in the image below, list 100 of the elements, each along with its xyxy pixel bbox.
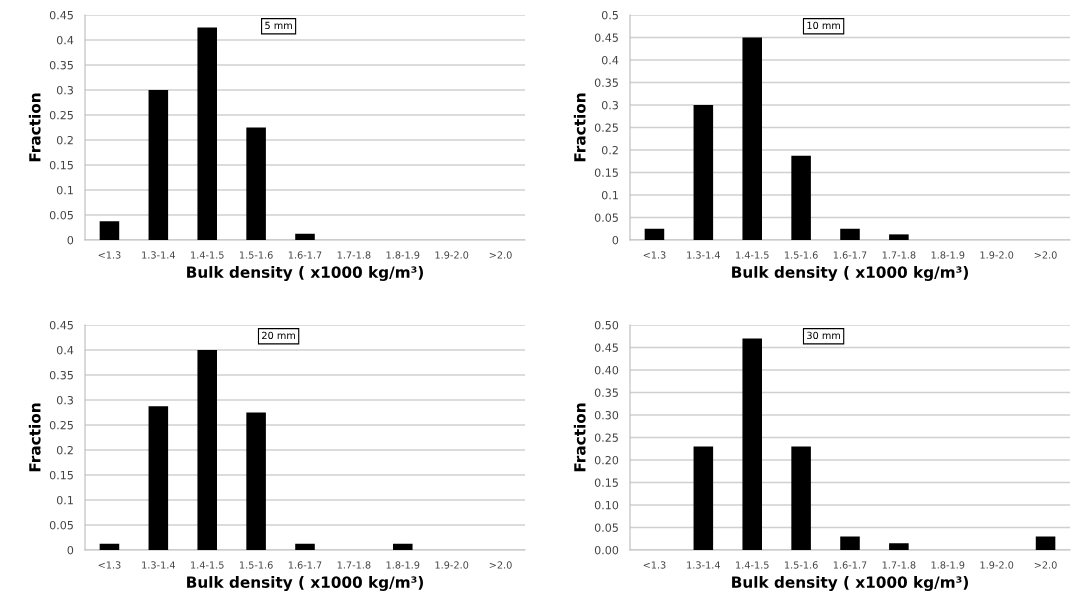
- x-tick-label: 1.7-1.8: [882, 561, 916, 569]
- x-tick-label: 1.8-1.9: [931, 251, 965, 259]
- y-tick-label: 0.25: [594, 433, 618, 442]
- x-tick-label: 1.3-1.4: [142, 251, 175, 259]
- bar: [840, 536, 860, 550]
- x-axis-title: Bulk density ( x1000 kg/m³): [187, 266, 423, 281]
- y-tick-label: 0.2: [601, 145, 618, 155]
- y-tick-label: 0.00: [594, 545, 619, 555]
- x-axis-title: Bulk density ( x1000 kg/m³): [187, 576, 423, 591]
- annotation: 10 mm: [807, 21, 840, 30]
- y-tick-label: 0.05: [49, 210, 73, 220]
- y-axis-title: Fraction: [573, 93, 586, 162]
- x-tick-label: 1.6-1.7: [833, 561, 867, 569]
- x-tick-label: 1.3-1.4: [142, 561, 175, 569]
- x-tick-label: 1.5-1.6: [239, 561, 273, 569]
- y-tick-label: 0: [67, 545, 74, 555]
- bar: [99, 543, 120, 550]
- y-tick-label: 0.05: [594, 213, 618, 222]
- y-tick-label: 0.10: [594, 500, 619, 510]
- bar: [246, 127, 266, 240]
- bar: [889, 543, 909, 550]
- bar: [295, 543, 315, 550]
- x-tick-label: 1.8-1.9: [386, 251, 420, 259]
- x-tick-label: >2.0: [489, 251, 512, 259]
- y-tick-label: 0.45: [49, 10, 73, 20]
- x-axis-title: Bulk density ( x1000 kg/m³): [732, 576, 968, 591]
- bar: [148, 406, 169, 550]
- y-tick-label: 0.45: [49, 320, 73, 330]
- x-tick-label: 1.9-2.0: [435, 561, 469, 569]
- annotation: 20 mm: [262, 331, 295, 340]
- y-tick-label: 0.15: [594, 168, 618, 177]
- y-tick-label: 0.15: [49, 470, 73, 480]
- y-tick-label: 0.50: [594, 320, 619, 330]
- x-tick-label: 1.4-1.5: [191, 251, 224, 259]
- bar: [644, 228, 665, 240]
- x-tick-label: 1.5-1.6: [239, 251, 273, 259]
- bar: [197, 27, 217, 240]
- y-tick-label: 0.3: [56, 85, 73, 95]
- y-tick-label: 0.3: [56, 395, 73, 405]
- bar: [246, 412, 266, 550]
- x-tick-label: 1.6-1.7: [288, 251, 322, 259]
- y-tick-label: 0.1: [56, 495, 73, 505]
- x-tick-label: 1.7-1.8: [882, 251, 916, 259]
- y-tick-label: 0.4: [601, 55, 619, 65]
- x-tick-label: 1.6-1.7: [288, 561, 322, 569]
- y-tick-label: 0.40: [594, 365, 619, 375]
- y-tick-label: 0: [67, 235, 74, 245]
- bar: [840, 228, 860, 240]
- x-tick-label: >2.0: [489, 561, 512, 569]
- y-tick-label: 0.05: [49, 520, 73, 530]
- y-tick-label: 0: [612, 235, 619, 245]
- y-axis-title: Fraction: [573, 403, 586, 472]
- y-tick-label: 0.35: [49, 60, 73, 70]
- y-tick-label: 0.15: [594, 478, 618, 487]
- y-tick-label: 0.05: [594, 523, 618, 532]
- x-tick-label: 1.9-2.0: [435, 251, 469, 259]
- x-tick-label: 1.5-1.6: [784, 251, 818, 259]
- bar: [1035, 536, 1056, 550]
- x-tick-label: >2.0: [1034, 251, 1057, 259]
- bar: [889, 234, 909, 240]
- bar: [693, 105, 714, 240]
- y-tick-label: 0.1: [601, 190, 618, 200]
- bar: [742, 338, 762, 550]
- annotation: 5 mm: [265, 21, 292, 30]
- y-axis-title: Fraction: [28, 403, 41, 472]
- annotation: 30 mm: [807, 331, 840, 340]
- y-tick-label: 0.4: [56, 35, 74, 45]
- y-tick-label: 0.35: [49, 370, 73, 380]
- bar: [693, 446, 714, 550]
- x-tick-label: <1.3: [643, 561, 666, 569]
- x-tick-label: 1.7-1.8: [337, 251, 371, 259]
- x-tick-label: 1.4-1.5: [191, 561, 224, 569]
- x-tick-label: <1.3: [643, 251, 666, 259]
- bar: [742, 37, 762, 240]
- y-tick-label: 0.45: [594, 33, 618, 42]
- y-tick-label: 0.20: [594, 455, 619, 465]
- y-tick-label: 0.1: [56, 185, 73, 195]
- x-tick-label: <1.3: [98, 251, 121, 259]
- x-tick-label: 1.6-1.7: [833, 251, 867, 259]
- x-tick-label: 1.3-1.4: [687, 251, 720, 259]
- y-tick-label: 0.5: [601, 10, 618, 20]
- y-tick-label: 0.35: [594, 388, 618, 397]
- y-tick-label: 0.35: [594, 78, 618, 87]
- x-tick-label: 1.4-1.5: [736, 251, 769, 259]
- y-tick-label: 0.3: [601, 100, 618, 110]
- y-tick-label: 0.25: [49, 110, 73, 120]
- bar: [295, 233, 315, 240]
- x-tick-label: >2.0: [1034, 561, 1057, 569]
- bar: [393, 543, 413, 550]
- x-tick-label: 1.7-1.8: [337, 561, 371, 569]
- x-axis-title: Bulk density ( x1000 kg/m³): [732, 266, 968, 281]
- bar: [197, 350, 217, 550]
- y-tick-label: 0.45: [594, 343, 618, 352]
- y-tick-label: 0.4: [56, 345, 74, 355]
- x-tick-label: 1.8-1.9: [386, 561, 420, 569]
- y-tick-label: 0.25: [49, 420, 73, 430]
- x-tick-label: <1.3: [98, 561, 121, 569]
- y-tick-label: 0.30: [594, 410, 619, 420]
- bar: [791, 155, 811, 240]
- y-tick-label: 0.2: [56, 135, 73, 145]
